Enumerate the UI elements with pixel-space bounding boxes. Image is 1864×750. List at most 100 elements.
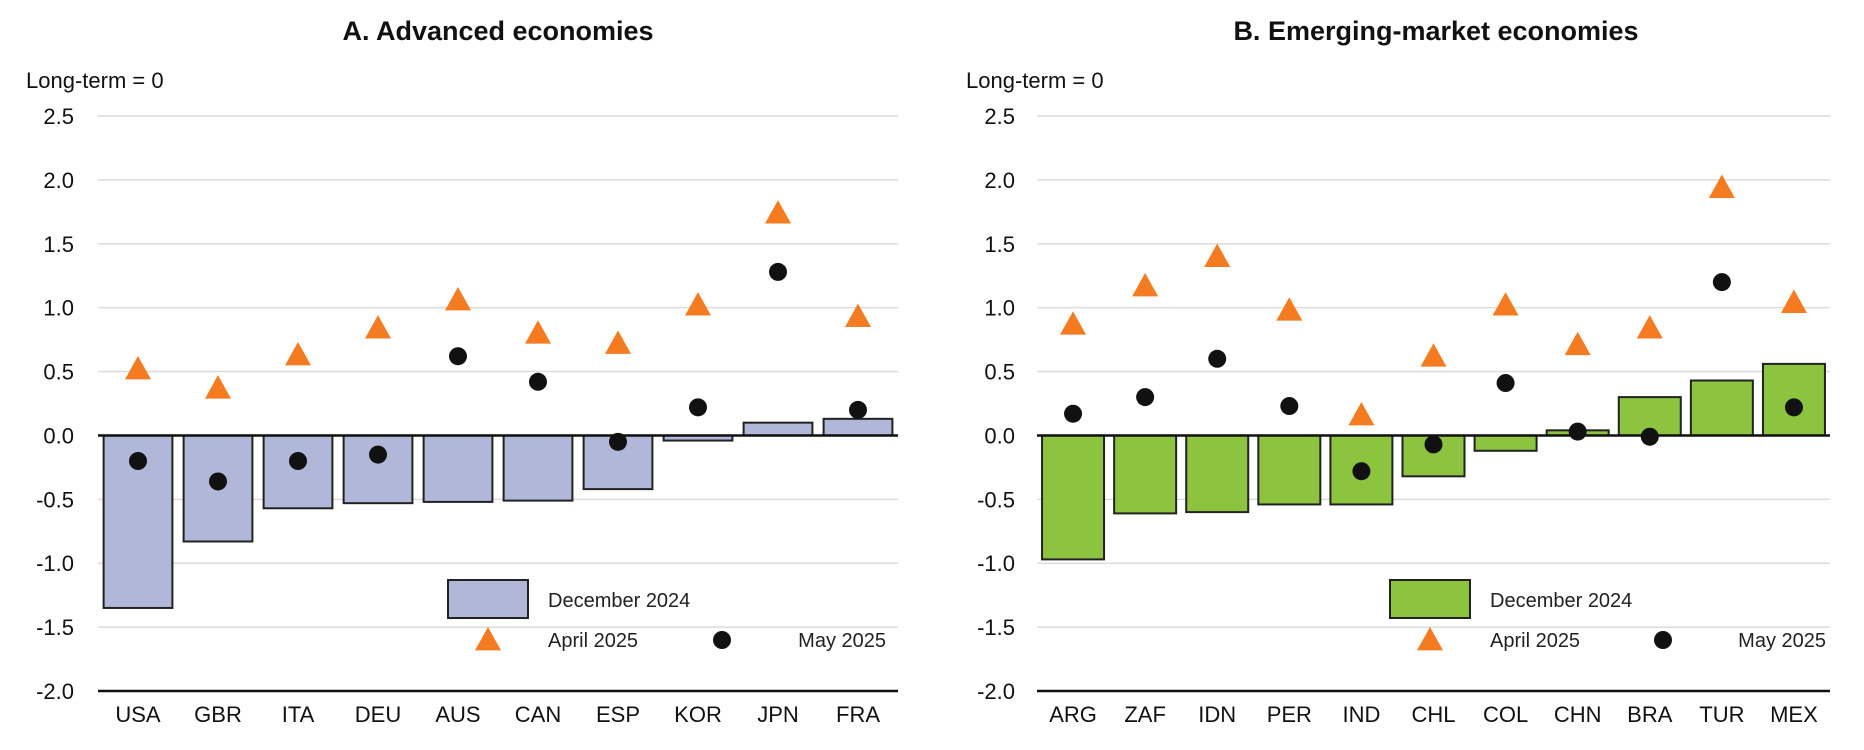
bar-fra <box>822 417 894 437</box>
legend-label-april: April 2025 <box>1490 630 1580 652</box>
april-marker-col <box>1492 292 1519 316</box>
bar-idn <box>1185 434 1250 514</box>
x-tick-label: COL <box>1483 702 1528 727</box>
y-tick-label: 0.0 <box>43 423 74 448</box>
y-tick-label: 2.0 <box>984 168 1015 193</box>
x-tick-label: ESP <box>596 702 640 727</box>
x-tick-label: CAN <box>515 702 561 727</box>
x-tick-label: IDN <box>1198 702 1236 727</box>
bar-aus <box>422 434 494 503</box>
legend-swatch-april <box>475 627 501 651</box>
legend: December 2024 April 2025 May 2025 <box>1389 579 1826 652</box>
april-marker-tur <box>1708 174 1735 198</box>
y-tick-label: 0.5 <box>43 360 74 385</box>
chart-title: A. Advanced economies <box>342 16 653 46</box>
april-marker-mex <box>1780 289 1807 313</box>
april-marker-chn <box>1564 331 1591 356</box>
legend-label-april: April 2025 <box>548 630 638 652</box>
may-marker-aus <box>449 347 467 366</box>
y-tick-label: -1.5 <box>36 615 74 640</box>
y-axis-unit-label: Long-term = 0 <box>966 68 1104 93</box>
x-tick-label: CHL <box>1411 702 1455 727</box>
april-marker-usa <box>125 356 151 380</box>
april-marker-fra <box>845 303 871 328</box>
may-marker-bra <box>1640 427 1659 446</box>
y-tick-label: 1.5 <box>984 232 1015 257</box>
x-tick-label: ARG <box>1049 702 1097 727</box>
y-axis-unit-label: Long-term = 0 <box>26 68 164 93</box>
may-marker-zaf <box>1136 388 1155 407</box>
x-tick-label: DEU <box>355 702 401 727</box>
may-marker-chl <box>1424 435 1443 454</box>
may-marker-kor <box>689 398 707 417</box>
may-marker-col <box>1496 374 1515 393</box>
legend-label-december: December 2024 <box>1490 590 1632 612</box>
y-tick-label: 2.5 <box>984 104 1015 129</box>
bar-arg <box>1041 434 1106 561</box>
may-marker-esp <box>609 432 627 451</box>
april-marker-aus <box>445 287 471 311</box>
may-marker-usa <box>129 452 147 470</box>
y-tick-label: -1.5 <box>977 615 1015 640</box>
may-marker-arg <box>1064 404 1083 423</box>
x-tick-label: KOR <box>674 702 722 727</box>
legend-swatch-may <box>713 631 731 649</box>
april-marker-per <box>1276 297 1303 321</box>
legend: December 2024 April 2025 May 2025 <box>447 579 886 652</box>
april-marker-deu <box>365 315 391 339</box>
y-tick-label: 0.5 <box>984 360 1015 385</box>
y-tick-label: -2.0 <box>36 679 74 704</box>
legend-swatch-december <box>447 579 529 619</box>
may-marker-mex <box>1784 398 1803 417</box>
may-marker-jpn <box>769 262 787 281</box>
april-marker-ind <box>1348 402 1375 426</box>
bar-per <box>1257 434 1322 506</box>
y-tick-label: 2.0 <box>43 168 74 193</box>
may-marker-ita <box>289 452 307 470</box>
bar-jpn <box>742 421 814 437</box>
x-tick-label: IND <box>1342 702 1380 727</box>
x-tick-label: BRA <box>1627 702 1673 727</box>
may-marker-idn <box>1208 349 1227 368</box>
legend-label-december: December 2024 <box>548 590 690 612</box>
legend-label-may: May 2025 <box>798 630 886 652</box>
x-tick-label: ITA <box>282 702 315 727</box>
may-marker-fra <box>849 400 867 419</box>
april-marker-chl <box>1420 343 1447 367</box>
bar-zaf <box>1113 434 1178 515</box>
y-tick-label: 2.5 <box>43 104 74 129</box>
x-tick-label: JPN <box>757 702 799 727</box>
x-tick-label: ZAF <box>1124 702 1166 727</box>
april-marker-gbr <box>205 375 231 399</box>
may-marker-gbr <box>209 472 227 491</box>
x-tick-label: FRA <box>836 702 880 727</box>
may-marker-ind <box>1352 462 1371 481</box>
bar-ita <box>262 434 334 510</box>
may-marker-deu <box>369 445 387 464</box>
y-tick-label: -0.5 <box>36 487 74 512</box>
may-marker-per <box>1280 397 1299 416</box>
april-marker-kor <box>685 292 711 316</box>
y-tick-label: 0.0 <box>984 423 1015 448</box>
april-marker-arg <box>1060 311 1087 335</box>
y-tick-label: 1.5 <box>43 232 74 257</box>
x-tick-label: GBR <box>194 702 242 727</box>
bar-tur <box>1689 379 1754 437</box>
x-tick-label: TUR <box>1699 702 1744 727</box>
may-marker-can <box>529 372 547 391</box>
legend-swatch-december <box>1389 579 1471 619</box>
y-tick-label: -1.0 <box>36 551 74 576</box>
chart-title: B. Emerging-market economies <box>1233 16 1638 46</box>
x-tick-label: AUS <box>435 702 480 727</box>
legend-swatch-may <box>1654 631 1672 649</box>
bar-can <box>502 434 574 502</box>
bar-deu <box>342 434 414 505</box>
x-tick-label: USA <box>115 702 161 727</box>
april-marker-bra <box>1636 315 1663 339</box>
april-marker-jpn <box>765 200 791 224</box>
april-marker-esp <box>605 330 631 354</box>
x-tick-label: CHN <box>1554 702 1602 727</box>
x-tick-label: MEX <box>1770 702 1818 727</box>
